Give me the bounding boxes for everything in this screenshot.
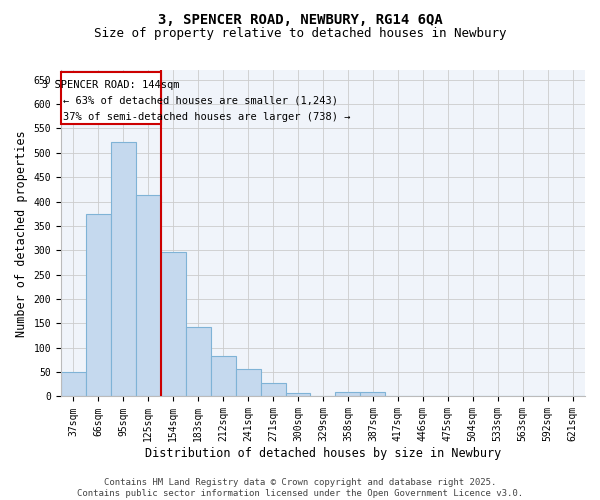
Text: ← 63% of detached houses are smaller (1,243): ← 63% of detached houses are smaller (1,… (63, 96, 338, 106)
Text: 3 SPENCER ROAD: 144sqm: 3 SPENCER ROAD: 144sqm (42, 80, 179, 90)
Bar (211, 356, 236, 397)
Bar (185, 327, 211, 396)
Bar (61, 72, 161, 124)
Bar (61, 372, 86, 396)
Y-axis label: Number of detached properties: Number of detached properties (15, 130, 28, 336)
Bar (335, 392, 361, 396)
Text: 37% of semi-detached houses are larger (738) →: 37% of semi-detached houses are larger (… (63, 112, 350, 122)
Text: Size of property relative to detached houses in Newbury: Size of property relative to detached ho… (94, 28, 506, 40)
Text: 3, SPENCER ROAD, NEWBURY, RG14 6QA: 3, SPENCER ROAD, NEWBURY, RG14 6QA (158, 12, 442, 26)
Bar (136, 195, 161, 396)
Bar (161, 252, 185, 396)
X-axis label: Distribution of detached houses by size in Newbury: Distribution of detached houses by size … (145, 447, 501, 460)
Bar (260, 383, 286, 396)
Bar (286, 393, 310, 396)
Text: Contains HM Land Registry data © Crown copyright and database right 2025.
Contai: Contains HM Land Registry data © Crown c… (77, 478, 523, 498)
Bar (111, 142, 136, 397)
Bar (86, 214, 111, 396)
Bar (236, 369, 260, 396)
Bar (361, 392, 385, 396)
